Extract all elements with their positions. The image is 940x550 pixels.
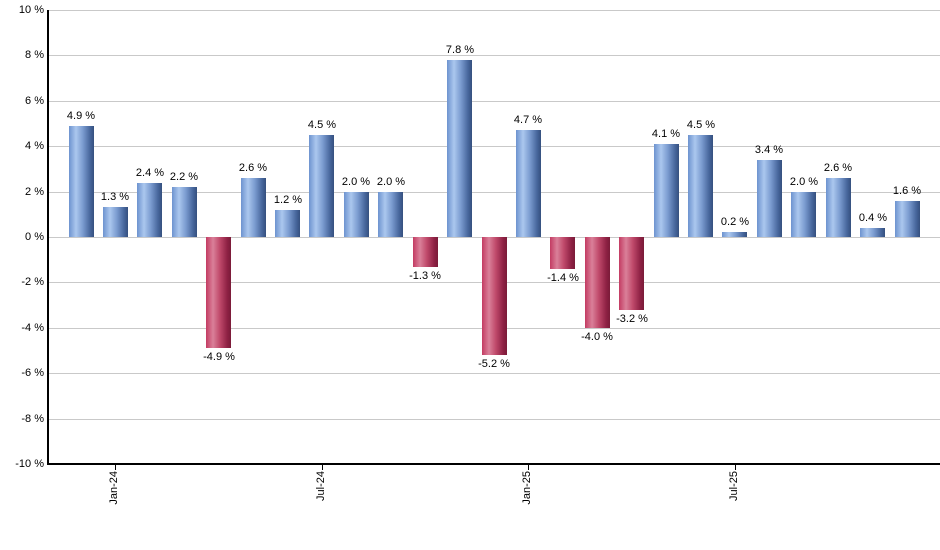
bar-14[interactable]	[516, 130, 541, 237]
bar-value-label: 3.4 %	[754, 144, 784, 156]
bar-3[interactable]	[137, 183, 162, 237]
bar-value-label: 1.3 %	[100, 191, 130, 203]
x-axis-line	[47, 463, 940, 465]
bar-value-label: 4.5 %	[307, 119, 337, 131]
bar-value-label: -4.0 %	[581, 331, 613, 343]
bar-5[interactable]	[206, 237, 231, 348]
gridline	[48, 192, 940, 193]
bar-13[interactable]	[482, 237, 507, 355]
bar-value-label: 4.5 %	[686, 119, 716, 131]
x-axis-tick-label: Jan-24	[108, 471, 120, 505]
bar-value-label: 2.0 %	[376, 176, 406, 188]
bar-7[interactable]	[275, 210, 300, 237]
gridline	[48, 101, 940, 102]
gridline	[48, 419, 940, 420]
gridline	[48, 146, 940, 147]
y-axis-tick-label: 6 %	[25, 95, 44, 107]
x-axis-tick-label: Jul-25	[728, 471, 740, 501]
y-axis-tick-label: 8 %	[25, 49, 44, 61]
x-axis-tick	[322, 465, 323, 470]
bar-9[interactable]	[344, 192, 369, 237]
y-axis-tick-label: -8 %	[21, 413, 44, 425]
bar-20[interactable]	[722, 232, 747, 237]
y-axis-tick-label: -6 %	[21, 367, 44, 379]
y-axis-tick-label: 10 %	[18, 4, 44, 16]
x-axis-tick	[115, 465, 116, 470]
bar-15[interactable]	[550, 237, 575, 269]
bar-value-label: 2.6 %	[823, 162, 853, 174]
bar-value-label: -1.4 %	[547, 272, 579, 284]
bar-12[interactable]	[447, 60, 472, 237]
bar-value-label: 4.1 %	[651, 128, 681, 140]
bar-value-label: -5.2 %	[478, 358, 510, 370]
x-axis-tick-label: Jul-24	[315, 471, 327, 501]
bar-value-label: 0.2 %	[720, 216, 750, 228]
bar-19[interactable]	[688, 135, 713, 237]
bar-value-label: 4.9 %	[66, 110, 96, 122]
bar-value-label: 4.7 %	[513, 114, 543, 126]
bar-value-label: 1.2 %	[273, 194, 303, 206]
bar-25[interactable]	[895, 201, 920, 237]
x-axis-tick	[528, 465, 529, 470]
y-axis-tick-label: 4 %	[25, 140, 44, 152]
y-axis-tick-label: 0 %	[25, 231, 44, 243]
bar-value-label: 2.0 %	[789, 176, 819, 188]
gridline	[48, 55, 940, 56]
bar-4[interactable]	[172, 187, 197, 237]
x-axis-tick	[735, 465, 736, 470]
bar-value-label: 2.6 %	[238, 162, 268, 174]
bar-17[interactable]	[619, 237, 644, 310]
y-axis-tick-label: 2 %	[25, 186, 44, 198]
bar-22[interactable]	[791, 192, 816, 237]
bar-value-label: 7.8 %	[445, 44, 475, 56]
bar-24[interactable]	[860, 228, 885, 237]
bar-8[interactable]	[309, 135, 334, 237]
bar-value-label: 0.4 %	[858, 212, 888, 224]
bar-value-label: 2.4 %	[135, 167, 165, 179]
bar-value-label: 2.0 %	[341, 176, 371, 188]
bar-value-label: 2.2 %	[169, 171, 199, 183]
bar-21[interactable]	[757, 160, 782, 237]
gridline	[48, 373, 940, 374]
bar-value-label: -4.9 %	[203, 351, 235, 363]
bar-value-label: -3.2 %	[616, 313, 648, 325]
y-axis-line	[47, 10, 49, 465]
bar-2[interactable]	[103, 207, 128, 237]
y-axis-tick-label: -2 %	[21, 276, 44, 288]
x-axis-tick-label: Jan-25	[521, 471, 533, 505]
bar-value-label: 1.6 %	[892, 185, 922, 197]
gridline	[48, 10, 940, 11]
bar-10[interactable]	[378, 192, 403, 237]
bar-16[interactable]	[585, 237, 610, 328]
bar-23[interactable]	[826, 178, 851, 237]
bar-value-label: -1.3 %	[409, 270, 441, 282]
bar-1[interactable]	[69, 126, 94, 237]
bar-6[interactable]	[241, 178, 266, 237]
bar-11[interactable]	[413, 237, 438, 267]
y-axis-tick-label: -10 %	[15, 458, 44, 470]
y-axis-tick-label: -4 %	[21, 322, 44, 334]
bar-18[interactable]	[654, 144, 679, 237]
